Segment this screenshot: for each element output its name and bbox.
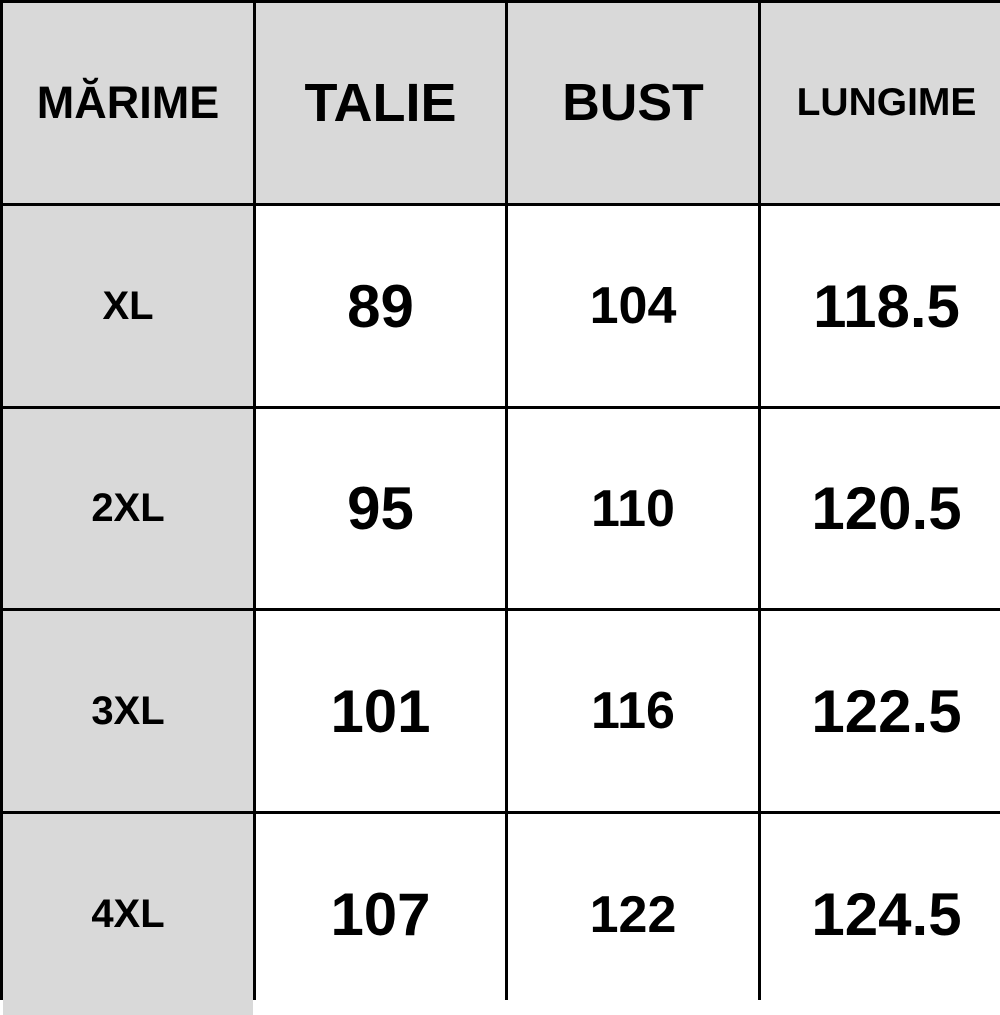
row-size: XL xyxy=(3,206,253,406)
row-bust: 116 xyxy=(508,611,758,811)
row-length: 118.5 xyxy=(761,206,1000,406)
row-length: 122.5 xyxy=(761,611,1000,811)
header-length: LUNGIME xyxy=(761,3,1000,203)
row-bust: 104 xyxy=(508,206,758,406)
row-bust: 110 xyxy=(508,409,758,608)
header-waist: TALIE xyxy=(256,3,505,203)
row-waist: 95 xyxy=(256,409,505,608)
row-size: 3XL xyxy=(3,611,253,811)
row-bust: 122 xyxy=(508,814,758,1015)
row-waist: 101 xyxy=(256,611,505,811)
header-size: MĂRIME xyxy=(3,3,253,203)
row-length: 120.5 xyxy=(761,409,1000,608)
row-size: 2XL xyxy=(3,409,253,608)
row-waist: 89 xyxy=(256,206,505,406)
row-length: 124.5 xyxy=(761,814,1000,1015)
row-waist: 107 xyxy=(256,814,505,1015)
row-size: 4XL xyxy=(3,814,253,1015)
header-bust: BUST xyxy=(508,3,758,203)
